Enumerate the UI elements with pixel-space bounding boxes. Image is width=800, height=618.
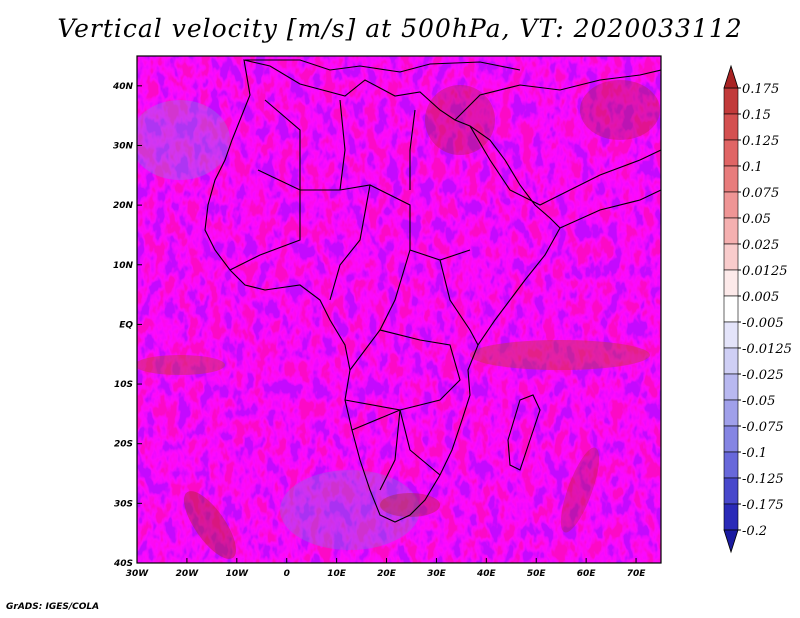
colorbar-label: -0.0125 bbox=[742, 342, 792, 357]
lat-label: 30N bbox=[113, 141, 134, 151]
lon-label: 50E bbox=[527, 569, 547, 579]
colorbar-label: -0.05 bbox=[742, 394, 775, 409]
colorbar-segment bbox=[723, 217, 739, 245]
colorbar-label: 0.005 bbox=[742, 290, 779, 305]
colorbar-label: 0.075 bbox=[742, 186, 779, 201]
colorbar-label: -0.2 bbox=[742, 524, 767, 539]
lat-label: 40N bbox=[112, 82, 134, 92]
colorbar-label: -0.025 bbox=[742, 368, 784, 383]
colorbar-segment bbox=[723, 295, 739, 323]
colorbar-segment bbox=[723, 113, 739, 141]
lat-label: EQ bbox=[119, 320, 133, 330]
coastlines bbox=[204, 59, 661, 523]
colorbar-segment bbox=[723, 399, 739, 427]
colorbar-label: 0.025 bbox=[742, 238, 779, 253]
colorbar-bottom-arrow bbox=[723, 529, 739, 554]
map-title: Vertical velocity [m/s] at 500hPa, VT: 2… bbox=[57, 14, 743, 43]
lon-label: 20E bbox=[377, 569, 397, 579]
lon-label: 30E bbox=[427, 569, 447, 579]
colorbar-label: -0.005 bbox=[742, 316, 784, 331]
lat-label: 10N bbox=[113, 261, 134, 271]
colorbar-segment bbox=[723, 165, 739, 193]
lon-label: 0 bbox=[284, 569, 290, 579]
colorbar-segment bbox=[723, 503, 739, 531]
colorbar-label: 0.15 bbox=[742, 108, 771, 123]
colorbar-label: 0.0125 bbox=[742, 264, 788, 279]
colorbar-label: 0.125 bbox=[742, 134, 779, 149]
lon-label: 30W bbox=[126, 569, 150, 579]
colorbar-segment bbox=[723, 191, 739, 219]
velocity-field bbox=[137, 56, 661, 563]
colorbar-segment bbox=[723, 477, 739, 505]
colorbar-segment bbox=[723, 139, 739, 167]
latitude-axis: 40N 30N 20N 10N EQ 10S 20S 30S 40S bbox=[112, 82, 142, 569]
colorbar-top-arrow bbox=[723, 64, 739, 89]
lon-label: 70E bbox=[627, 569, 647, 579]
colorbar-segment bbox=[723, 425, 739, 453]
plot-frame bbox=[136, 55, 662, 564]
colorbar-label: -0.1 bbox=[742, 446, 767, 461]
lon-label: 10W bbox=[226, 569, 250, 579]
colorbar-label: -0.075 bbox=[742, 420, 784, 435]
colorbar-segment bbox=[723, 451, 739, 479]
lon-label: 40E bbox=[476, 569, 497, 579]
colorbar-segment bbox=[723, 87, 739, 115]
lat-label: 30S bbox=[114, 499, 133, 509]
lat-label: 10S bbox=[114, 380, 133, 390]
colorbar-label: -0.175 bbox=[742, 498, 784, 513]
longitude-axis: 30W 20W 10W 0 10E 20E 30E 40E 50E 60E 70E bbox=[126, 558, 646, 579]
lat-label: 20N bbox=[113, 201, 134, 211]
colorbar-segment bbox=[723, 373, 739, 401]
lon-label: 60E bbox=[577, 569, 597, 579]
colorbar-label: 0.05 bbox=[742, 212, 771, 227]
lat-label: 40S bbox=[113, 559, 133, 569]
colorbar: 0.175 0.15 0.125 0.1 0.075 0.05 0.025 0.0125 0.0… bbox=[723, 64, 792, 554]
lat-label: 20S bbox=[114, 440, 133, 450]
colorbar-segment bbox=[723, 243, 739, 271]
colorbar-segment bbox=[723, 321, 739, 349]
colorbar-segment bbox=[723, 347, 739, 375]
colorbar-segment bbox=[723, 269, 739, 297]
lon-label: 20W bbox=[176, 569, 200, 579]
colorbar-label: 0.175 bbox=[742, 82, 779, 97]
lon-label: 10E bbox=[327, 569, 347, 579]
footer-credit: GrADS: IGES/COLA bbox=[6, 602, 100, 612]
colorbar-label: 0.1 bbox=[742, 160, 763, 175]
colorbar-label: -0.125 bbox=[742, 472, 784, 487]
